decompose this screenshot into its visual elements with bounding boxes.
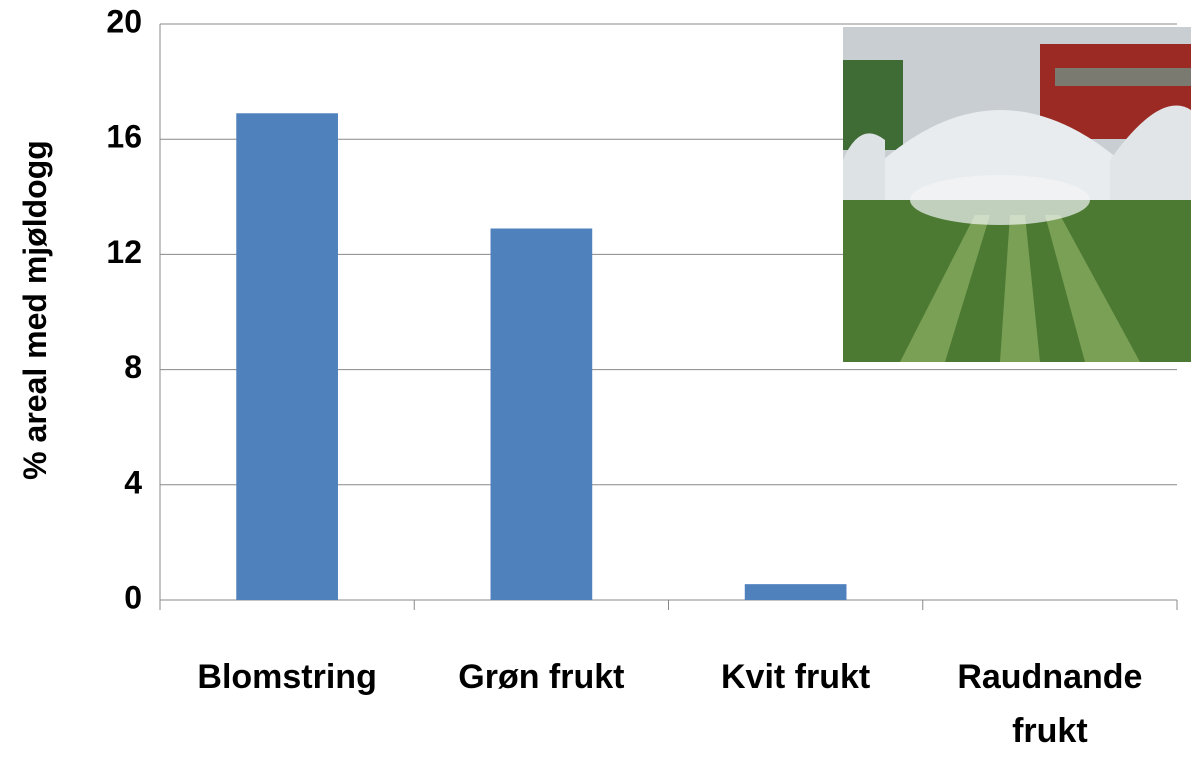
y-tick-label: 4 [124,464,142,500]
bar [491,228,593,600]
bar [745,584,847,600]
y-axis-label: % areal med mjøldogg [17,140,53,480]
y-tick-label: 12 [106,234,142,270]
y-tick-label: 16 [106,119,142,155]
x-tick-label: Blomstring [197,658,376,696]
chart: % areal med mjøldogg 0 4 8 12 16 20 Blomstring… [0,0,1191,775]
x-tick-label: Kvit frukt [721,658,870,696]
greenhouse-photo [843,27,1191,362]
y-tick-label: 0 [124,579,142,615]
bar [236,113,338,600]
x-tick-label: Grøn frukt [458,658,624,696]
y-tick-label: 20 [106,3,142,39]
y-tick-label: 8 [124,349,142,385]
